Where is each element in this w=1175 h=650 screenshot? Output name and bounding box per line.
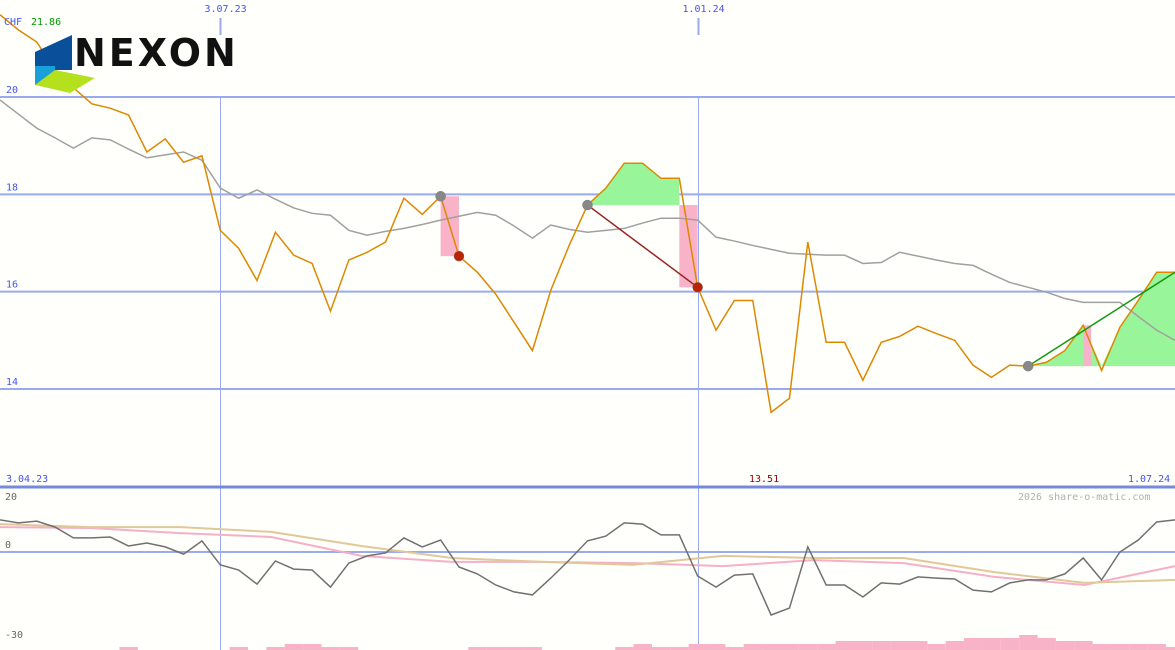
y-tick-label: 14 [6,377,18,388]
gain-area [587,163,680,206]
signal-start-marker [1022,360,1034,372]
volume-bar [890,641,910,650]
volume-bar [1074,641,1093,650]
volume-bar [817,644,836,650]
oscillator-tan-line [0,523,1175,584]
volume-bar [707,644,726,650]
volume-bar [633,644,652,650]
volume-bar [1129,644,1148,650]
y-tick-label: 20 [6,85,18,96]
volume-bar [1166,647,1175,650]
loss-bar [1083,325,1092,367]
volume-bar [670,647,689,650]
logo-text: NEXON [74,31,239,75]
start-date-label: 3.04.23 [6,474,48,485]
volume-bar [523,647,542,650]
volume-bar [780,644,799,650]
volume-bar [651,647,671,650]
osc-tick-label: 20 [5,492,17,503]
low-value-label: 13.51 [749,474,779,485]
volume-bar [303,644,322,650]
volume-bar [1110,644,1130,650]
volume-bar [688,644,708,650]
volume-bar [229,647,249,650]
volume-bar [1092,644,1111,650]
signal-markers [435,191,1175,372]
volume-bar [468,647,487,650]
volume-bar [1000,638,1020,650]
volume-bar [835,641,854,650]
volume-bar [762,644,781,650]
volume-bar [339,647,359,650]
moving-average-line [0,99,1175,342]
loss-bar [679,205,698,288]
y-tick-label: 18 [6,182,18,193]
signal-sell-marker [453,250,465,262]
nexon-logo: NEXON [35,31,239,93]
volume-bar [798,644,818,650]
volume-bar [119,647,138,650]
oscillator-main-line [0,519,1175,616]
grid: 20 18 16 14 3.07.23 1.01.24 20 0 -30 [0,4,1175,650]
signal-start-marker [582,199,593,211]
gain-area [1028,272,1175,367]
volume-bar [505,647,524,650]
signal-start-marker [435,191,446,202]
end-date-label: 1.07.24 [1128,474,1170,485]
volume-bar [725,647,744,650]
volume-bar [1055,641,1075,650]
volume-bar [1147,644,1167,650]
y-tick-label: 16 [6,280,18,291]
volume-bar [266,647,285,650]
volume-bar [284,644,304,650]
volume-bar [927,644,946,650]
x-tick-label: 1.01.24 [683,4,725,15]
x-tick-label: 3.07.23 [205,4,247,15]
copyright-label: 2026 share-o-matic.com [1018,492,1150,503]
buy-trend-line [1027,271,1175,367]
volume-bars [119,635,1175,650]
oscillator-panel [0,519,1175,616]
oscillator-pink-line [0,526,1175,587]
osc-tick-label: -30 [5,630,23,641]
volume-bar [982,638,1001,650]
volume-bar [1019,635,1038,650]
high-value-label: 21.86 [31,17,61,28]
logo-green-shape [35,70,95,93]
volume-bar [1037,638,1056,650]
volume-bar [872,641,891,650]
osc-tick-label: 0 [5,540,11,551]
volume-bar [964,638,983,650]
volume-bar [486,647,506,650]
signal-sell-marker [692,282,703,293]
volume-bar [945,641,965,650]
volume-bar [908,641,928,650]
volume-bar [321,647,340,650]
volume-bar [615,647,634,650]
volume-bar [853,641,873,650]
volume-bar [743,644,763,650]
currency-label: CHF [4,17,22,28]
sell-trend-line [587,204,699,288]
logo-blue-shape [35,35,72,70]
